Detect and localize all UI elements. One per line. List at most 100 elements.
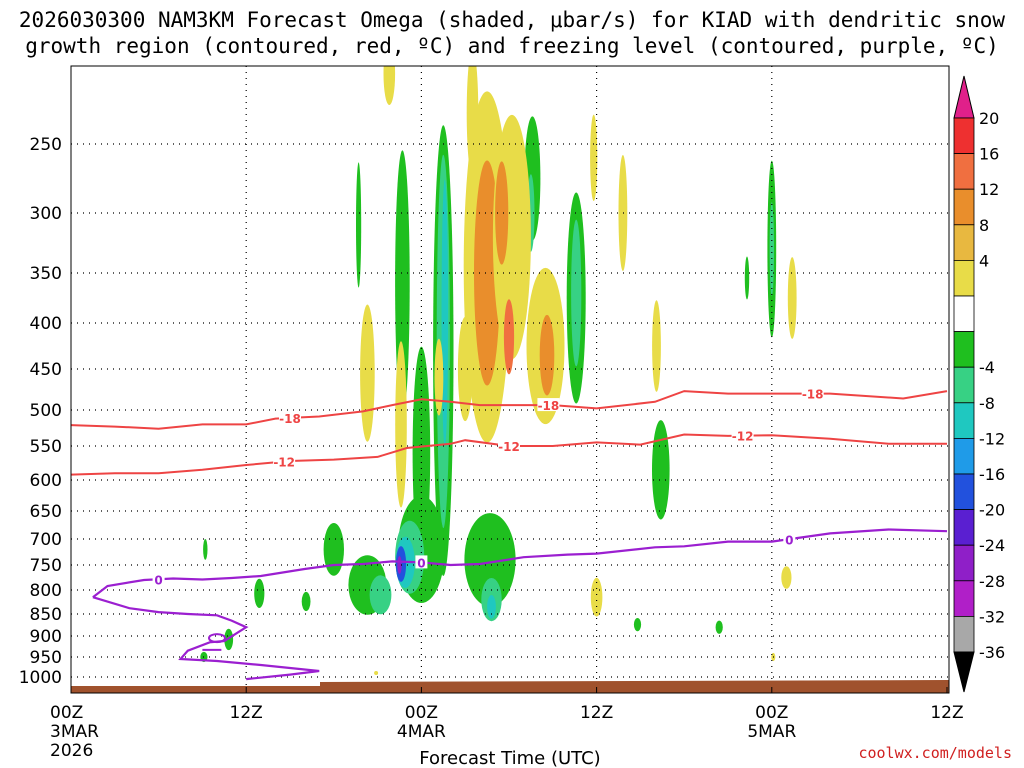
ground-strip [71,680,949,693]
freezing-level-label: 0 [417,556,425,570]
colorbar-label: 4 [979,251,989,270]
x-tick-label: 12Z [930,703,963,723]
dendritic-contour-label: -12 [732,430,754,444]
omega-region-48 [590,577,603,617]
colorbar-bottom-arrow [953,651,975,693]
omega-region-34 [383,66,396,105]
y-tick-label: 1000 [19,668,62,688]
colorbar-label: 8 [979,216,989,235]
y-tick-label: 900 [30,627,62,647]
freezing-label-bg [152,572,165,586]
colorbar-label: -36 [979,643,1005,662]
freezing-label-bg [783,532,796,546]
omega-region-50 [781,566,792,589]
colorbar-box [953,259,975,297]
omega-region-12 [464,513,516,607]
colorbar-box [953,616,975,653]
omega-region-23 [301,591,311,612]
omega-region-20 [571,219,582,367]
colorbar-box [953,366,975,404]
freezing-label-bg [415,555,428,569]
omega-region-9 [323,523,344,576]
omega-region-29 [744,256,750,300]
chart-title-line-1: 2026030300 NAM3KM Forecast Omega (shaded… [18,8,1006,32]
omega-region-2 [441,179,449,447]
omega-region-22 [254,578,265,609]
y-tick-label: 600 [30,471,62,491]
y-tick-label: 650 [30,502,62,522]
dendritic-contour-label: -18 [538,399,560,413]
x-tick-label: 12Z [580,703,613,723]
colorbar-label: -32 [979,607,1005,626]
y-tick-label: 950 [30,648,62,668]
omega-region-33 [360,304,375,442]
x-tick-label: 00Z [405,703,438,723]
omega-region-41 [539,314,555,396]
plot-frame [70,65,950,694]
colorbar-box [953,224,975,261]
y-tick-label: 450 [30,360,62,380]
omega-region-11 [369,575,392,615]
omega-region-21 [652,420,670,520]
colorbar-label: -8 [979,394,995,413]
x-tick-sublabel-date: 4MAR [397,722,446,742]
omega-shading [200,66,797,675]
dendritic-contour-2 [71,433,947,476]
colorbar-box [953,402,975,439]
temperature-contours: -18 -18 -18 -12 -12 -12 0 0 0 [71,386,948,681]
y-tick-label: 300 [30,204,62,224]
grid-lines [71,66,949,693]
colorbar-label: 16 [979,145,999,164]
omega-region-32 [395,341,407,508]
dendritic-contour-label: -18 [279,412,301,426]
freezing-level-contour [92,528,948,599]
colorbar-label: -28 [979,572,1005,591]
dendritic-contour-label: -12 [498,440,520,454]
colorbar-box [953,473,975,510]
omega-region-49 [787,257,797,339]
x-axis-title: Forecast Time (UTC) [419,748,600,768]
y-tick-label: 850 [30,605,62,625]
y-tick-label: 550 [30,437,62,457]
credit-text: coolwx.com/models [858,744,1012,762]
chart-title-line-2: growth region (contoured, red, ºC) and f… [25,34,999,58]
omega-region-52 [374,671,379,675]
omega-region-44 [434,338,444,416]
omega-region-26 [203,539,208,560]
freezing-level-label: 0 [785,533,793,547]
y-tick-label: 700 [30,530,62,550]
freezing-level-label: 0 [154,573,162,587]
colorbar-box [953,295,975,332]
y-tick-label: 350 [30,264,62,284]
y-tick-label: 400 [30,314,62,334]
contour-label-bg [537,398,560,412]
y-tick-label: 250 [30,135,62,155]
y-tick-label: 750 [30,556,62,576]
omega-region-39 [495,161,509,265]
contour-label-bg [279,410,301,424]
freezing-level-contour-lower [92,596,320,681]
dendritic-contour-label: -12 [273,456,295,470]
omega-region-31 [769,202,774,296]
colorbar-label: -16 [979,465,1005,484]
dendritic-contour-label: -18 [802,388,824,402]
colorbar-box [953,509,975,546]
contour-label-bg [731,428,754,442]
y-tick-label: 500 [30,401,62,421]
colorbar-box [953,580,975,617]
contour-label-bg [801,386,824,400]
colorbar-box [953,153,975,190]
colorbar-box [953,331,975,368]
omega-region-28 [715,620,723,634]
colorbar-box [953,437,975,475]
omega-region-46 [618,155,628,271]
x-tick-sublabel-year: 2026 [50,741,93,761]
omega-region-47 [652,300,661,392]
colorbar-box [953,188,975,226]
omega-region-14 [487,595,496,619]
colorbar-label: -20 [979,501,1005,520]
omega-region-42 [503,299,515,375]
colorbar-top-arrow [953,75,975,119]
